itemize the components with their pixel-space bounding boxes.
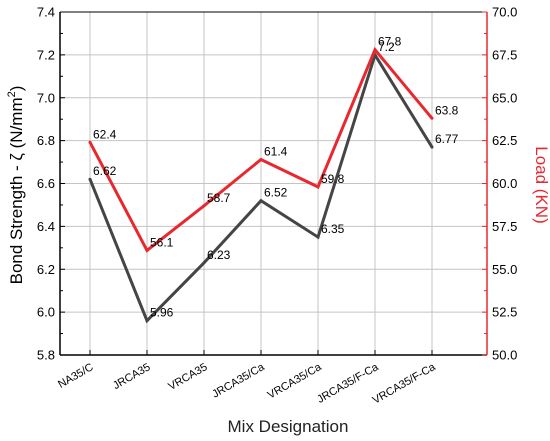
data-label-left: 6.62 [93, 164, 117, 178]
x-tick-label: VRCA35 [166, 361, 209, 393]
x-tick-label: JRCA35/Ca [210, 361, 267, 401]
y-tick-label: 7.4 [37, 5, 55, 20]
x-tick-label: JRCA35 [111, 361, 152, 392]
data-label-left: 6.52 [264, 186, 288, 200]
data-label-right: 67.8 [378, 35, 402, 49]
grid-lines [60, 11, 487, 356]
y2-tick-label: 67.5 [492, 47, 517, 62]
y2-tick-label: 52.5 [492, 305, 517, 320]
data-label-right: 62.4 [93, 127, 117, 141]
y-tick-label: 5.8 [37, 348, 55, 363]
data-point-right [373, 48, 377, 52]
y2-tick-label: 65.0 [492, 90, 517, 105]
y-tick-label: 7.2 [37, 47, 55, 62]
data-label-right: 58.7 [207, 191, 231, 205]
x-tick-label: VRCA35/F-Ca [371, 361, 439, 407]
data-label-left: 6.35 [321, 222, 345, 236]
data-label-left: 6.77 [435, 132, 459, 146]
data-point-left [88, 177, 92, 181]
data-point-left [430, 145, 434, 149]
y-axis-title-end: ) [7, 86, 26, 92]
y2-tick-label: 62.5 [492, 133, 517, 148]
y2-axis-title: Load (KN) [532, 146, 550, 223]
data-point-right [88, 140, 92, 144]
data-point-right [202, 204, 206, 208]
y-axis-title: Bond Strength - ζ (N/mm2) [6, 86, 26, 285]
axes [59, 11, 488, 356]
data-point-left [259, 199, 263, 203]
tick-labels: 5.8 6.0 6.2 6.4 6.6 6.8 7.0 7.2 7.4 50.0 52.5 55.0 5… [37, 5, 517, 407]
y-axis-title-sup: 2 [6, 91, 18, 97]
data-label-right: 59.8 [321, 172, 345, 186]
data-point-left [316, 235, 320, 239]
y-axis-title-main: Bond Strength - ζ (N/mm [7, 97, 26, 284]
y-tick-label: 6.2 [37, 262, 55, 277]
y2-tick-label: 60.0 [492, 176, 517, 191]
y-tick-label: 6.6 [37, 176, 55, 191]
x-axis-title: Mix Designation [228, 417, 349, 436]
y2-tick-label: 57.5 [492, 219, 517, 234]
data-point-right [259, 158, 263, 161]
x-tick-label: NA35/C [56, 361, 95, 391]
data-labels: 6.62 5.96 6.23 6.52 6.35 7.2 6.77 62.4 56.1 58.7 6… [93, 35, 459, 320]
data-label-left: 6.23 [207, 248, 231, 262]
data-point-left [202, 261, 206, 265]
series-lines [88, 46, 434, 324]
data-point-left [145, 319, 149, 323]
y-tick-label: 7.0 [37, 90, 55, 105]
y2-tick-label: 50.0 [492, 348, 517, 363]
data-label-left: 7.2 [378, 40, 395, 54]
data-label-right: 56.1 [150, 235, 174, 249]
data-point-right [145, 248, 149, 252]
y-tick-label: 6.4 [37, 219, 55, 234]
data-label-right: 61.4 [264, 145, 288, 159]
data-point-right [430, 116, 434, 120]
y2-tick-label: 70.0 [492, 5, 517, 20]
data-point-right [316, 185, 320, 189]
data-label-right: 63.8 [435, 103, 459, 117]
y-tick-label: 6.0 [37, 305, 55, 320]
y2-tick-label: 55.0 [492, 262, 517, 277]
y-tick-label: 6.8 [37, 133, 55, 148]
data-label-left: 5.96 [150, 306, 174, 320]
